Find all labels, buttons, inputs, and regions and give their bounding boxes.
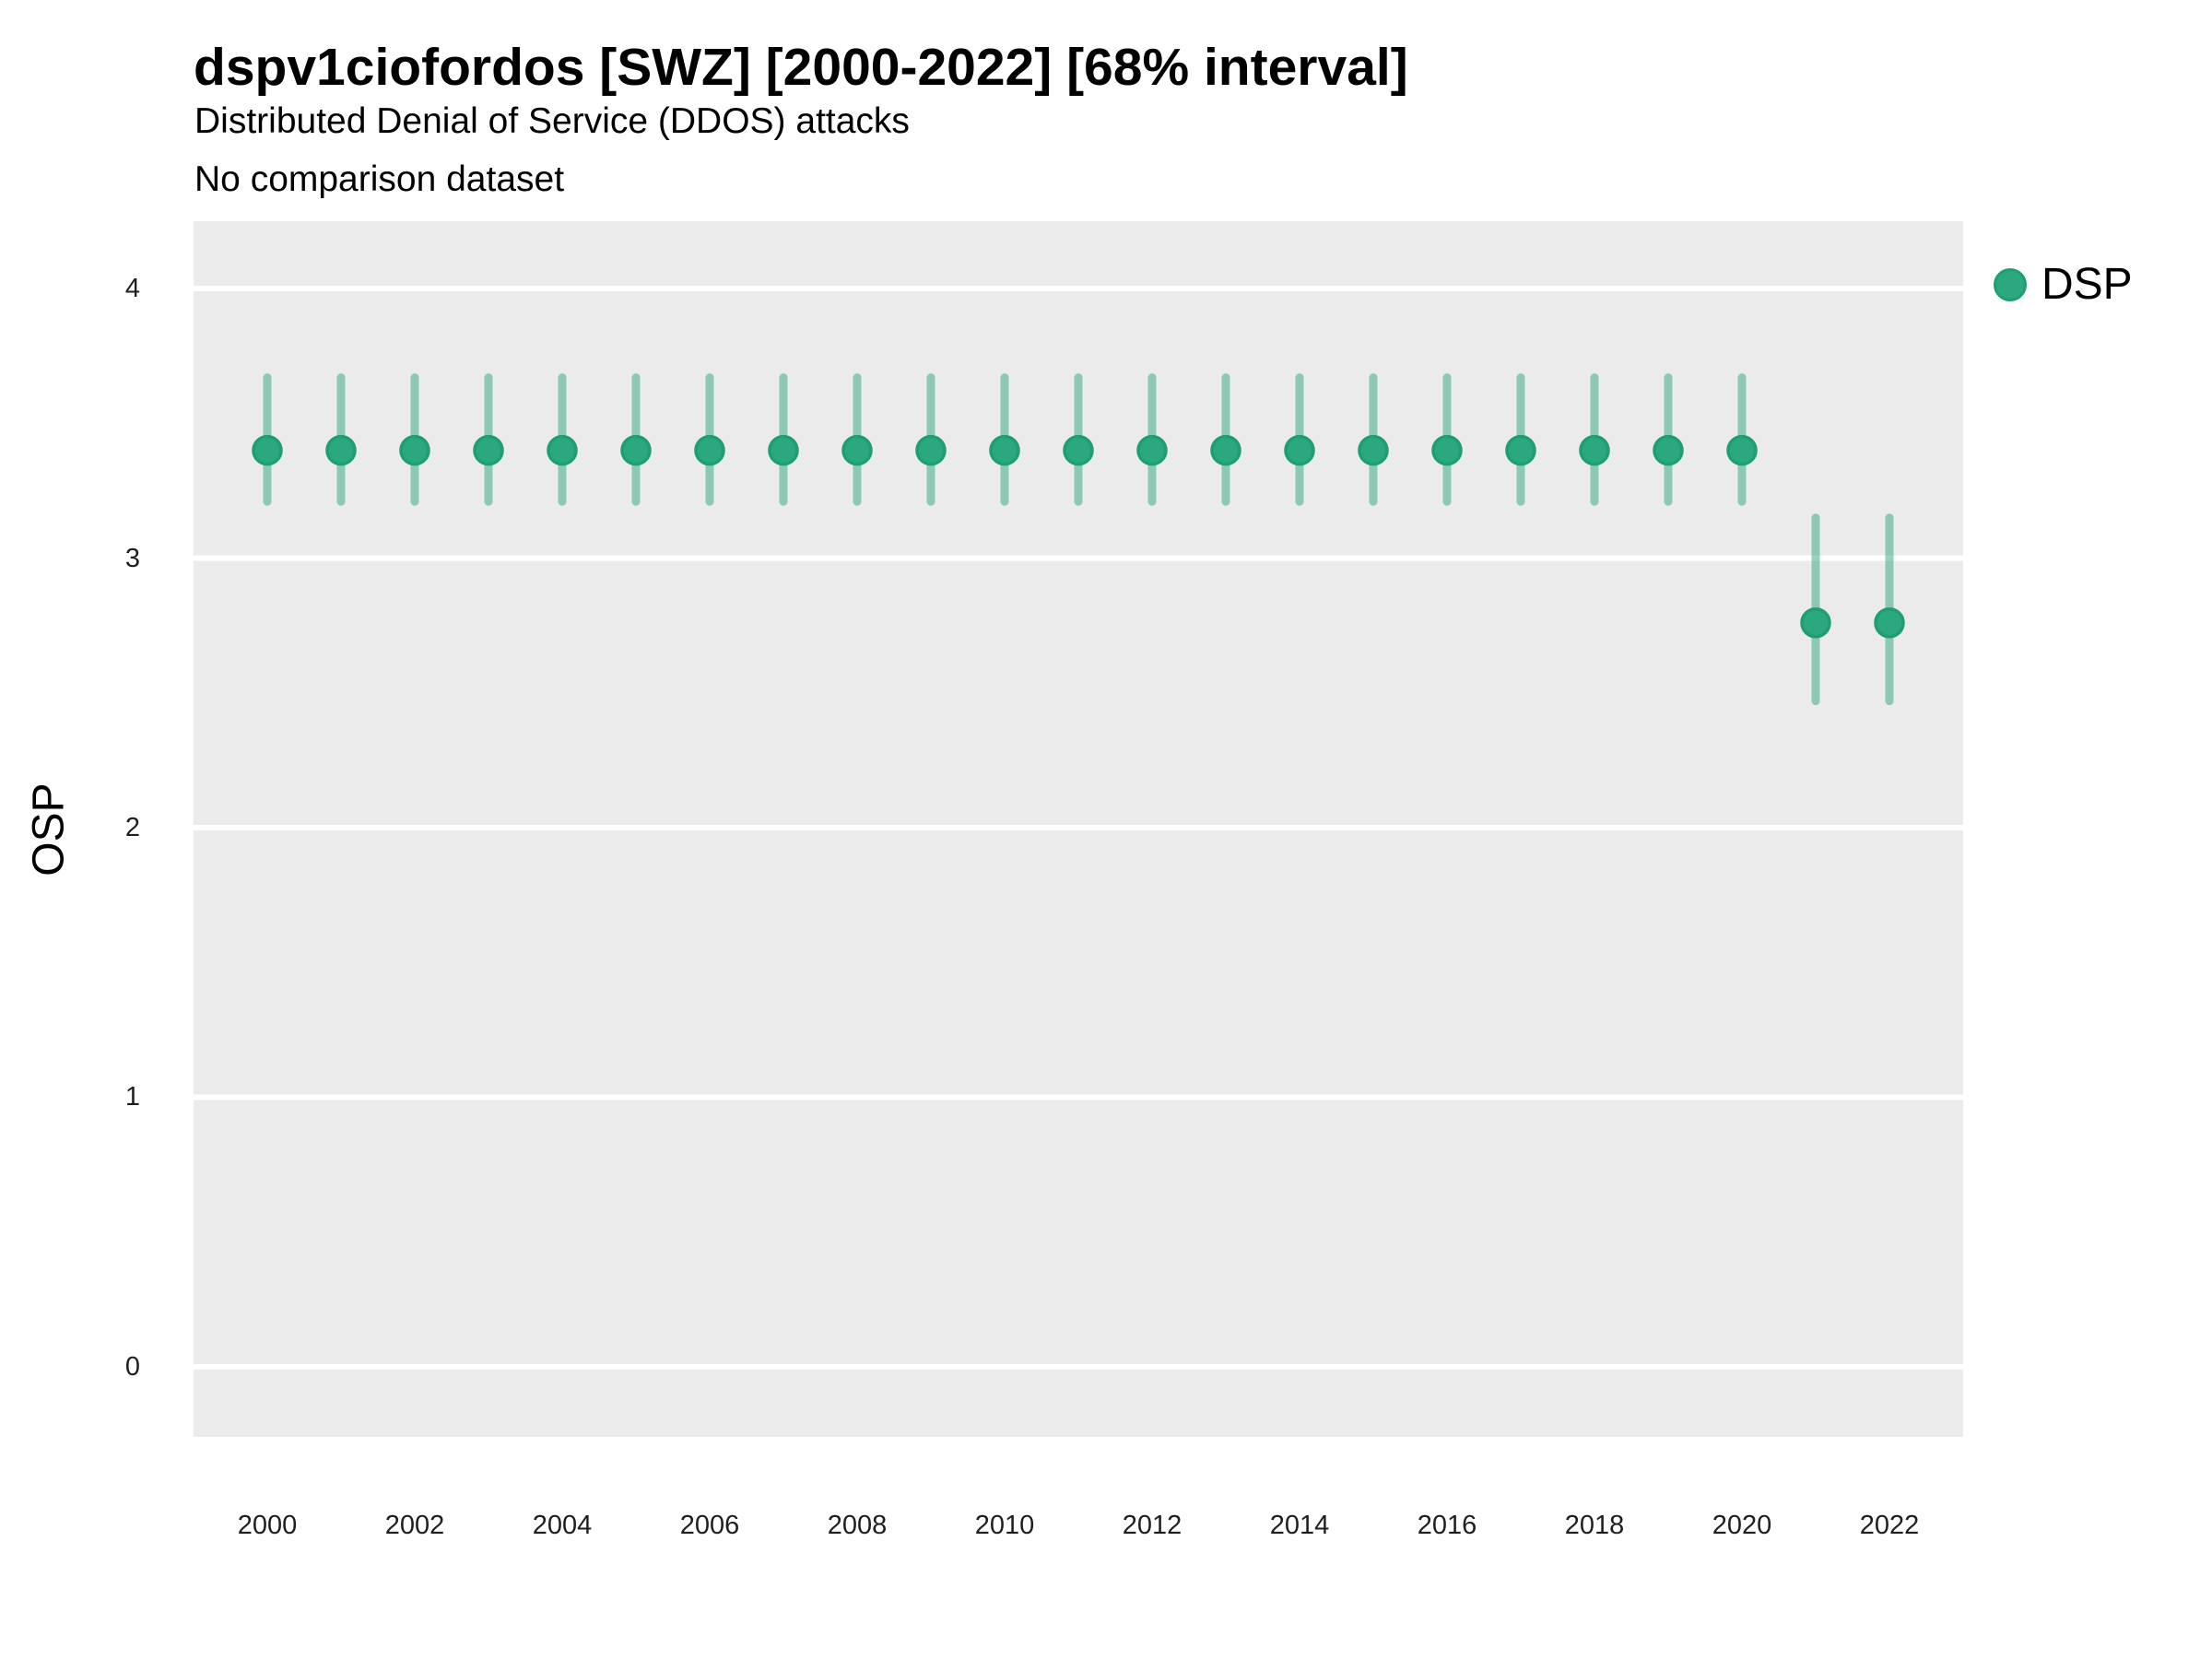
data-point-2017 [1505, 434, 1536, 466]
data-point-2002 [399, 434, 430, 466]
x-tick-label-2008: 2008 [827, 1511, 888, 1540]
gridline-y-2 [194, 825, 1963, 831]
legend-point-icon [1994, 268, 2027, 301]
chart-title: dspv1ciofordos [SWZ] [2000-2022] [68% in… [194, 38, 1408, 97]
gridline-y-4 [194, 286, 1963, 292]
data-point-2012 [1136, 434, 1168, 466]
gridline-y-1 [194, 1094, 1963, 1100]
gridline-y-3 [194, 555, 1963, 561]
data-point-2006 [694, 434, 725, 466]
x-tick-label-2020: 2020 [1712, 1511, 1772, 1540]
data-point-2021 [1800, 607, 1831, 639]
x-tick-label-2022: 2022 [1859, 1511, 1920, 1540]
data-point-2005 [620, 434, 652, 466]
x-tick-label-2000: 2000 [237, 1511, 298, 1540]
gridline-y-0 [194, 1363, 1963, 1370]
data-point-2000 [252, 434, 283, 466]
data-point-2019 [1653, 434, 1684, 466]
data-point-2004 [547, 434, 578, 466]
y-tick-label-1: 1 [124, 1082, 140, 1112]
data-point-2020 [1726, 434, 1758, 466]
data-point-2016 [1431, 434, 1463, 466]
comparison-note: No comparison dataset [194, 159, 565, 199]
data-point-2014 [1284, 434, 1315, 466]
legend-label: DSP [2041, 260, 2133, 309]
chart-subtitle: Distributed Denial of Service (DDOS) att… [194, 101, 910, 141]
data-point-2009 [915, 434, 947, 466]
data-point-2013 [1210, 434, 1241, 466]
x-tick-label-2004: 2004 [532, 1511, 593, 1540]
data-point-2011 [1063, 434, 1094, 466]
x-tick-label-2018: 2018 [1564, 1511, 1625, 1540]
x-tick-label-2002: 2002 [384, 1511, 445, 1540]
x-tick-label-2010: 2010 [974, 1511, 1035, 1540]
data-point-2015 [1358, 434, 1389, 466]
data-point-2007 [768, 434, 799, 466]
y-tick-label-4: 4 [124, 274, 140, 304]
x-tick-label-2014: 2014 [1269, 1511, 1330, 1540]
data-point-2022 [1874, 607, 1905, 639]
data-point-2010 [989, 434, 1020, 466]
data-point-2003 [473, 434, 504, 466]
data-point-2001 [325, 434, 357, 466]
y-tick-label-2: 2 [124, 813, 140, 843]
y-tick-label-3: 3 [124, 543, 140, 573]
y-tick-label-0: 0 [124, 1351, 140, 1382]
legend: DSP [1994, 259, 2133, 311]
x-tick-label-2006: 2006 [679, 1511, 740, 1540]
x-tick-label-2016: 2016 [1417, 1511, 1477, 1540]
x-tick-label-2012: 2012 [1122, 1511, 1182, 1540]
data-point-2018 [1579, 434, 1610, 466]
data-point-2008 [841, 434, 873, 466]
